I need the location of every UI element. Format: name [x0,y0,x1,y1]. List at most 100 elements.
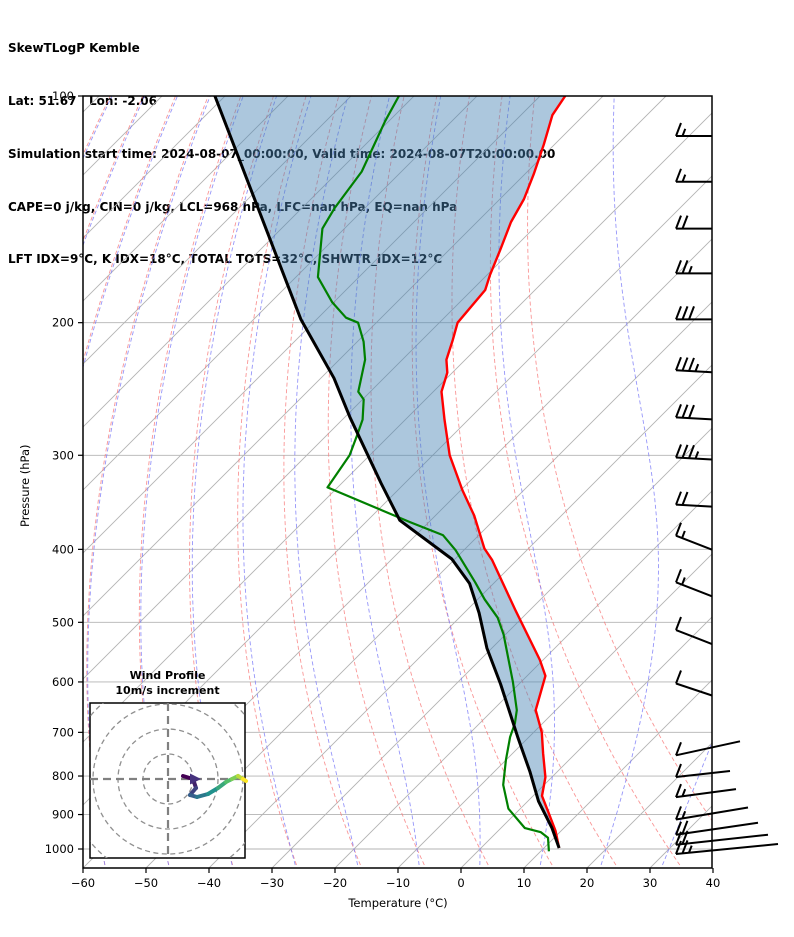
background-grid [0,96,794,868]
y-tick-label: 800 [52,769,74,783]
wind-barb-half-feather [681,128,687,137]
x-tick-label: −10 [386,876,410,890]
title-block: SkewTLogP Kemble Lat: 51.67 Lon: -2.06 S… [8,5,555,304]
wind-barb-feather [675,763,682,778]
moist-adiabat-line [294,96,359,866]
isotherm-line [83,96,100,113]
x-tick-label: −40 [197,876,221,890]
isotherm-line [83,96,541,554]
wind-barb-feather [688,444,695,459]
isotherm-line [271,427,712,868]
wind-barb-feather [675,491,682,506]
wind-barb-feather [675,306,682,320]
isotherm-line [145,301,712,868]
x-tick-label: 30 [643,876,658,890]
wind-barb-staff [675,369,713,374]
wind-barb-staff [675,456,713,461]
wind-barb-staff [675,821,759,836]
dry-adiabat-line [451,96,617,866]
wind-barb-staff [675,833,769,846]
wind-barb-feather [675,356,682,371]
wind-barb-feather [681,820,689,835]
title-line-3: Simulation start time: 2024-08-07_00:00:… [8,146,555,161]
x-tick-label: 40 [706,876,721,890]
x-axis-label: Temperature (°C) [348,896,448,910]
wind-barb-half-feather [681,174,687,183]
isotherm-line [83,96,478,491]
hodograph-trace-segment [241,777,248,783]
moist-adiabat-line [600,96,659,866]
wind-barb-half-feather [694,451,700,459]
y-tick-label: 100 [52,89,74,103]
wind-barb-feather [688,306,695,320]
isotherm-line [83,96,352,365]
y-tick-label: 500 [52,615,74,629]
moist-adiabat-line [83,96,146,247]
wind-barb-feather [688,404,695,419]
wind-barb-feather [681,404,689,419]
x-tick-label: −60 [71,876,95,890]
y-tick-label: 600 [52,675,74,689]
dry-adiabat-line [83,96,144,243]
wind-barb-feather [681,259,689,274]
title-line-2: Lat: 51.67 Lon: -2.06 [8,93,157,108]
dry-adiabat-line [283,96,361,866]
isotherm-line [334,490,712,868]
wind-barb-staff [675,769,731,778]
wind-barb-staff [675,806,749,821]
x-tick-label: 20 [580,876,595,890]
x-tick-label: 10 [517,876,532,890]
wind-barb-feather [681,840,689,854]
dry-adiabat-line [327,96,425,866]
dry-adiabat-line [237,96,307,866]
wind-barb-staff [675,788,737,799]
wind-barb-feather [675,741,682,756]
isotherm-line [83,96,415,428]
y-tick-label: 1000 [45,842,74,856]
wind-barbs-group [675,122,779,855]
wind-barb-half-feather [688,845,693,854]
hodograph-inset [89,702,248,859]
title-line-1: SkewTLogP Kemble [8,41,140,56]
isotherm-line [83,96,289,302]
wind-barb-feather [675,806,682,820]
dry-adiabat-line [489,96,681,866]
isotherm-line [713,96,794,868]
wind-barb-staff [675,843,779,855]
dry-adiabat-line [189,96,274,866]
dewpoint-curve [316,96,550,852]
wind-barb-feather [681,306,689,320]
wind-barb-feather [675,404,682,418]
wind-barb-feather [681,830,689,845]
wind-barb-half-feather [681,788,687,797]
parcel-curve [213,96,561,849]
wind-barb-staff [675,629,713,645]
y-tick-label: 300 [52,448,74,462]
y-tick-label: 700 [52,725,74,739]
moist-adiabat-line [87,96,211,866]
wind-barb-half-feather [681,577,686,586]
dry-adiabat-line [0,96,78,865]
y-tick-label: 900 [52,808,74,822]
wind-barb-half-feather [694,363,700,372]
y-tick-label: 400 [52,542,74,556]
moist-adiabat-line [415,96,481,866]
dry-adiabat-line [527,96,712,822]
x-tick-label: −20 [323,876,347,890]
isotherm-line [460,616,712,868]
y-tick-label: 200 [52,316,74,330]
wind-barb-staff [675,416,713,421]
x-tick-label: −50 [134,876,158,890]
y-axis-label: Pressure (hPa) [18,444,32,528]
isotherm-line [83,96,226,239]
x-tick-label: 0 [457,876,464,890]
wind-barb-feather [675,831,682,846]
wind-barb-feather [675,168,682,183]
temperature-curve [440,96,567,849]
moist-adiabat-line [242,96,312,866]
wind-barb-feather [675,840,682,855]
hodograph-subtitle: 10m/s increment [115,684,220,697]
wind-barb-feather [675,444,682,458]
wind-barb-feather [675,616,682,631]
